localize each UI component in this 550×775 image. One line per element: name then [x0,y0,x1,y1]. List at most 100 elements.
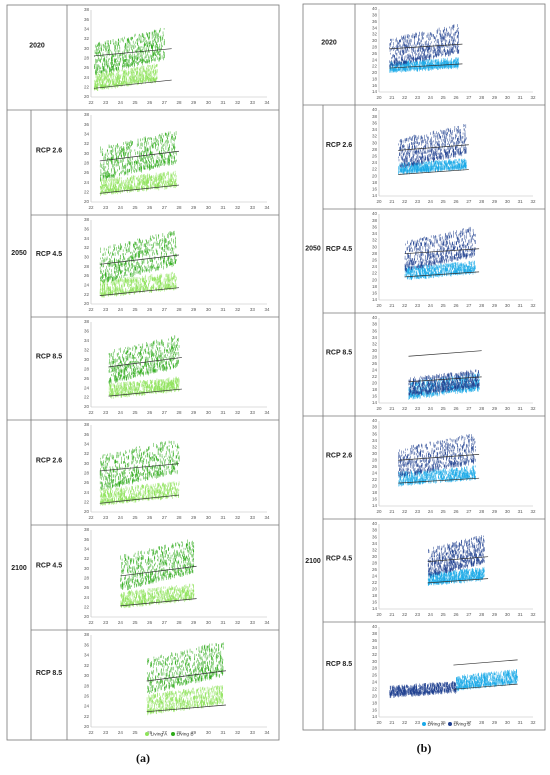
scatter-point [99,51,100,53]
scatter-point [112,292,113,296]
scatter-point [111,181,112,185]
scatter-point [146,182,147,185]
scatter-point [133,381,134,384]
scatter-point [169,145,170,148]
scatter-point [139,75,140,77]
scatter-point [130,252,131,254]
y-tick-label: 20 [84,404,90,409]
scatter-point [123,170,124,172]
scatter-point [109,79,110,82]
scatter-point [152,65,153,67]
x-tick-label: 25 [132,205,138,210]
scatter-point [172,262,173,265]
scatter-point [146,382,147,385]
scatter-point [116,259,117,262]
scatter-point [133,257,134,260]
scatter-point [119,378,120,380]
scatter-point [116,81,117,83]
scatter-point [168,243,169,245]
scatter-point [127,152,128,154]
scatter-point [153,244,154,248]
scatter-point [130,273,131,275]
scatter-point [132,61,133,63]
scatter-point [134,242,135,245]
scatter-point [164,283,165,286]
scatter-point [141,147,142,149]
scatter-point [149,60,150,62]
scatter-point [150,137,151,139]
scatter-point [161,384,162,387]
x-tick-label: 30 [206,205,212,210]
scatter-point [172,155,173,157]
scatter-point [115,159,116,162]
scatter-point [147,181,148,183]
scatter-point [117,46,118,49]
scatter-point [108,162,109,164]
scatter-point [148,77,149,81]
scatter-point [141,142,142,146]
scatter-point [170,242,171,244]
scatter-point [118,386,119,389]
scatter-point [132,70,133,74]
scatter-point [135,254,136,256]
scatter-point [136,71,137,75]
scatter-point [112,186,113,190]
scatter-point [146,383,147,385]
scatter-point [162,138,163,142]
scatter-point [159,36,160,38]
scatter-point [161,137,162,139]
x-tick-label: 31 [220,307,226,312]
scatter-point [107,176,108,178]
scatter-point [123,142,124,145]
scatter-point [140,289,141,293]
scatter-point [162,156,163,159]
scatter-point [156,267,157,271]
scatter-point [111,274,112,278]
scatter-point [151,265,152,269]
scatter-point [153,142,154,146]
scatter-point [150,79,151,82]
scatter-point [118,40,119,44]
scatter-point [144,188,145,191]
scatter-point [118,181,119,183]
scatter-point [135,176,136,178]
scatter-point [102,260,103,263]
scenario-label: RCP 8.5 [36,353,62,360]
scatter-point [120,246,121,250]
scatter-point [171,247,172,249]
scatter-point [119,385,120,388]
scatter-point [156,159,157,162]
scatter-point [115,366,116,369]
scatter-point [178,382,179,384]
scatter-point [138,45,139,47]
scatter-point [135,168,136,170]
scatter-point [152,66,153,70]
scatter-point [102,281,103,284]
scatter-point [117,382,118,385]
scatter-point [107,178,108,181]
scatter-point [130,63,131,67]
scatter-point [123,351,124,354]
scatter-point [118,54,119,57]
scatter-point [160,174,161,178]
scatter-point [146,280,147,283]
series-living-b [109,335,180,384]
scatter-point [114,367,115,369]
scatter-point [131,189,132,192]
scatter-point [126,73,127,75]
scatter-point [151,164,152,168]
scatter-point [149,65,150,67]
scatter-point [151,239,152,241]
scatter-point [111,156,112,159]
scatter-point [143,380,144,382]
scatter-point [143,161,144,164]
scatter-point [169,262,170,264]
scatter-point [95,84,96,87]
scatter-point [143,66,144,70]
scatter-point [160,140,161,143]
scatter-point [98,56,99,59]
scatter-point [144,178,145,180]
scatter-point [156,51,157,53]
scatter-point [108,42,109,46]
